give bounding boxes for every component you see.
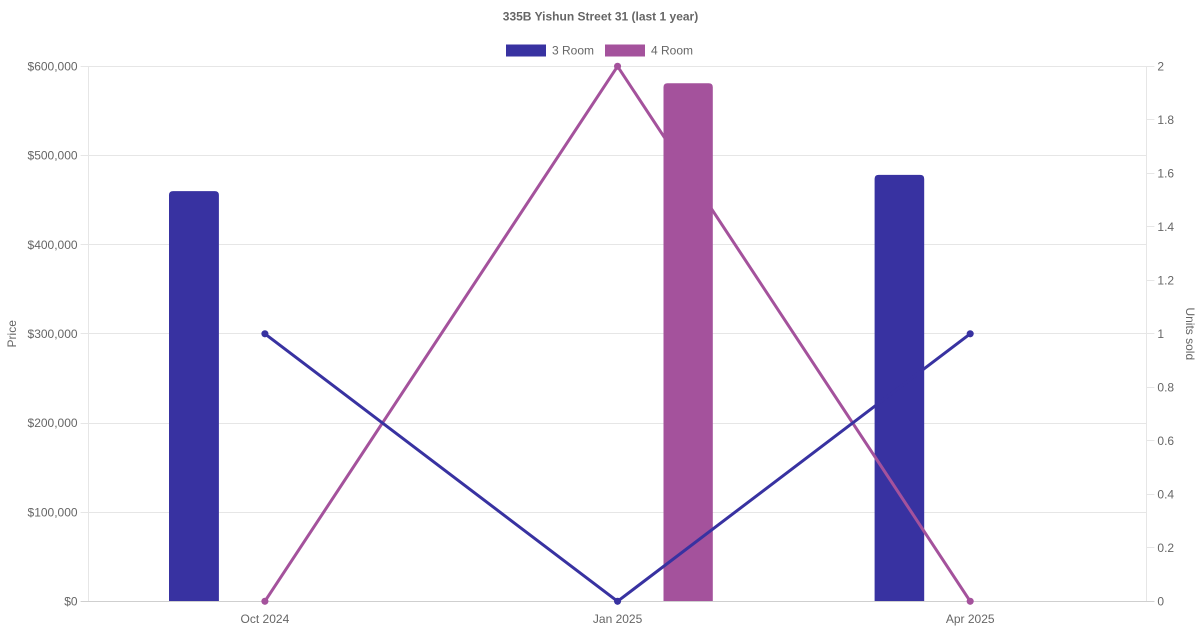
svg-text:$0: $0 [64, 595, 78, 609]
svg-text:$600,000: $600,000 [28, 60, 78, 74]
svg-text:0: 0 [1157, 595, 1164, 609]
svg-text:$500,000: $500,000 [28, 149, 78, 163]
svg-text:$200,000: $200,000 [28, 416, 78, 430]
svg-text:$400,000: $400,000 [28, 238, 78, 252]
svg-text:0.6: 0.6 [1157, 434, 1174, 448]
svg-text:1.2: 1.2 [1157, 274, 1174, 288]
svg-text:Units sold: Units sold [1183, 307, 1197, 360]
svg-text:Oct 2024: Oct 2024 [241, 612, 290, 626]
svg-text:0.4: 0.4 [1157, 488, 1174, 502]
svg-text:3 Room: 3 Room [552, 43, 594, 57]
svg-text:Jan 2025: Jan 2025 [593, 612, 643, 626]
svg-text:1.8: 1.8 [1157, 113, 1174, 127]
svg-text:0.2: 0.2 [1157, 541, 1174, 555]
svg-text:335B Yishun Street 31 (last 1: 335B Yishun Street 31 (last 1 year) [503, 9, 698, 23]
svg-text:Price: Price [5, 320, 19, 348]
svg-text:1.6: 1.6 [1157, 167, 1174, 181]
svg-text:$100,000: $100,000 [28, 505, 78, 519]
svg-text:1.4: 1.4 [1157, 220, 1174, 234]
svg-text:$300,000: $300,000 [28, 327, 78, 341]
svg-text:4 Room: 4 Room [651, 43, 693, 57]
svg-text:Apr 2025: Apr 2025 [946, 612, 995, 626]
svg-text:0.8: 0.8 [1157, 381, 1174, 395]
svg-text:1: 1 [1157, 327, 1164, 341]
svg-text:2: 2 [1157, 60, 1164, 74]
